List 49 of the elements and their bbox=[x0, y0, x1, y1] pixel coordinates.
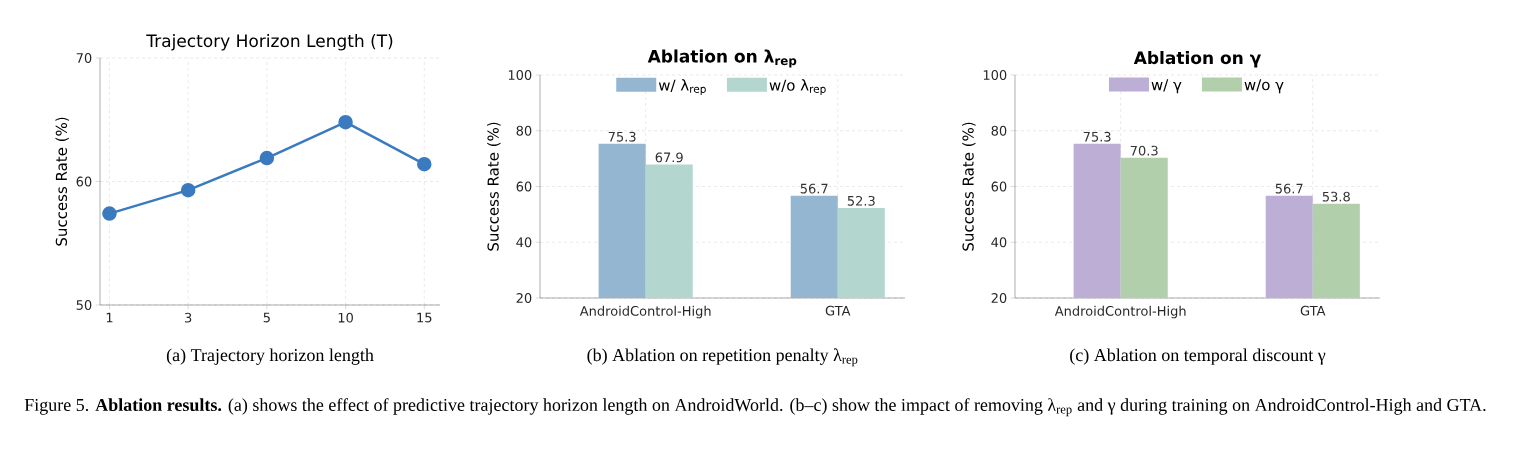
caption: Figure 5. Ablation results. (a) shows the effect of predictive trajectory horizon length on AndroidWorld. (b–c) show the impact of removing λ$_{rep}$ and γ during training on AndroidControl-High and GTA. bbox=[24, 398, 1486, 417]
y-tick-label: 60 bbox=[76, 176, 92, 187]
y-tick-label: 100 bbox=[983, 70, 1007, 80]
point bbox=[259, 150, 275, 166]
data-label: 75.3 bbox=[608, 131, 636, 142]
point bbox=[102, 206, 117, 221]
legend-label: w/ γ bbox=[1151, 79, 1182, 94]
x-tick-label: 3 bbox=[185, 312, 192, 323]
text: (c) Ablation on temporal discount γ bbox=[1070, 348, 1326, 365]
x-tick-label: 1 bbox=[106, 312, 113, 323]
x-tick-label: AndroidControl-High bbox=[579, 305, 711, 319]
x-tick-label: 5 bbox=[263, 312, 270, 323]
y-tick-label: 20 bbox=[991, 293, 1007, 303]
chart-title: Trajectory Horizon Length (T) bbox=[146, 34, 393, 51]
legend-label: w/o γ bbox=[1244, 79, 1284, 94]
data-label: 67.9 bbox=[655, 152, 683, 163]
y-tick-label: 60 bbox=[991, 181, 1007, 192]
data-label: 53.8 bbox=[1322, 191, 1350, 202]
x-tick-label: 10 bbox=[338, 312, 353, 323]
y-tick-label: 60 bbox=[516, 181, 532, 192]
chart-title: Ablation on γ bbox=[1133, 51, 1262, 68]
x-tick-label: GTA bbox=[1300, 305, 1326, 316]
y-tick-label: 100 bbox=[508, 70, 532, 80]
data-label: 52.3 bbox=[847, 195, 875, 206]
y-tick-label: 70 bbox=[76, 53, 92, 63]
y-axis-title: Success Rate (%) bbox=[962, 122, 976, 251]
legend-label: w/o λ$_{rep}$ bbox=[769, 79, 826, 95]
y-tick-label: 40 bbox=[516, 237, 532, 248]
y-tick-label: 80 bbox=[991, 125, 1007, 136]
data-label: 75.3 bbox=[1083, 131, 1111, 142]
data-label: 56.7 bbox=[800, 183, 828, 194]
y-axis-title: Success Rate (%) bbox=[55, 117, 69, 246]
legend-label: w/ λ$_{rep}$ bbox=[658, 79, 706, 95]
y-axis-title: Success Rate (%) bbox=[487, 122, 501, 251]
point bbox=[417, 156, 432, 172]
y-tick-label: 20 bbox=[516, 293, 532, 303]
y-tick-label: 80 bbox=[516, 125, 532, 136]
data-label: 70.3 bbox=[1130, 145, 1158, 156]
x-tick-label: 15 bbox=[417, 312, 432, 323]
y-tick-label: 40 bbox=[991, 237, 1007, 248]
y-tick-label: 50 bbox=[76, 300, 92, 310]
x-tick-label: AndroidControl-High bbox=[1054, 305, 1186, 319]
data-label: 56.7 bbox=[1275, 183, 1303, 194]
text: (b) Ablation on repetition penalty λ$_{rep}$ bbox=[587, 348, 858, 367]
chart-title: Ablation on λ$_{rep}$ bbox=[647, 49, 797, 68]
point bbox=[338, 114, 353, 130]
text: (a) Trajectory horizon length bbox=[166, 348, 374, 365]
x-tick-label: GTA bbox=[825, 305, 851, 316]
point bbox=[180, 182, 196, 198]
